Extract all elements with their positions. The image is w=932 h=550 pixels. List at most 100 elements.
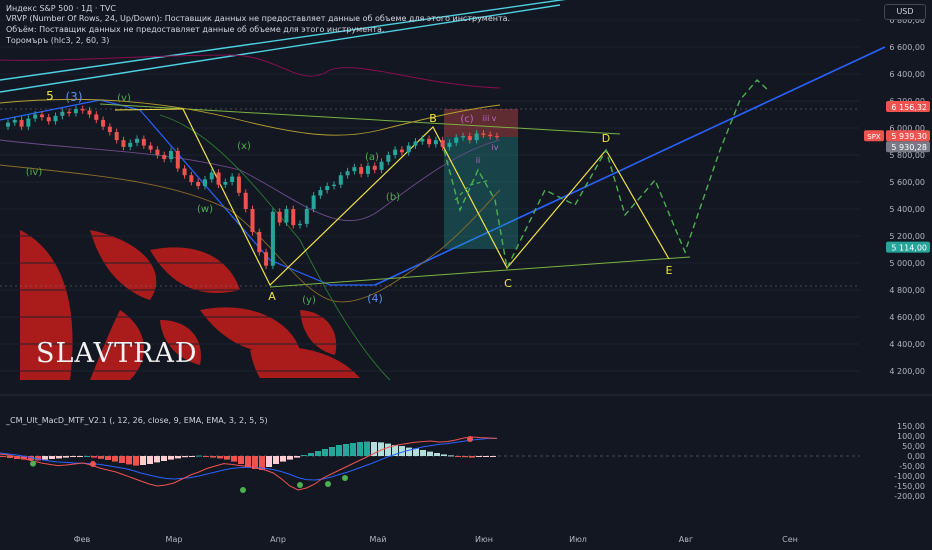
- macd-histogram-bar: [35, 456, 41, 461]
- macd-histogram-bar: [119, 456, 125, 463]
- price-tick-label: 4 800,00: [889, 286, 925, 295]
- macd-tick-label: -50,00: [899, 462, 925, 471]
- macd-histogram-bar: [175, 456, 181, 459]
- candle-body: [209, 172, 214, 180]
- macd-histogram-bar: [259, 456, 265, 470]
- macd-histogram-bar: [231, 456, 237, 462]
- wave-label: v: [492, 114, 497, 123]
- time-tick-label: Авг: [679, 535, 693, 544]
- macd-histogram-bar: [322, 449, 328, 456]
- price-labels: 6 156,32 SPX 5 939,30 5 930,28 5 114,00: [864, 100, 930, 253]
- macd-histogram-bar: [42, 456, 48, 460]
- vrvp-notice: VRVP (Number Of Rows, 24, Up/Down): Пост…: [6, 14, 511, 23]
- wave-label: (a): [365, 152, 379, 163]
- candle-body: [216, 172, 221, 185]
- candle-body: [399, 149, 404, 153]
- candle-body: [447, 142, 452, 147]
- candle-body: [420, 138, 425, 142]
- candle-body: [243, 192, 248, 209]
- projection-path: [443, 78, 769, 271]
- macd-cross-dot: [30, 460, 36, 467]
- candle-body: [318, 190, 323, 196]
- price-tag-label: 6 156,32: [891, 103, 927, 112]
- chart-title: Индекс S&P 500 · 1Д · TVC: [6, 4, 116, 13]
- macd-histogram-bar: [462, 456, 468, 458]
- candle-body: [481, 133, 486, 135]
- macd-histogram-bar: [294, 456, 300, 458]
- candle-body: [433, 140, 438, 145]
- lower-band-curve: [159, 114, 391, 381]
- ornament-logo: [20, 230, 360, 380]
- candle-body: [386, 155, 391, 162]
- candle-body: [26, 118, 31, 127]
- macd-histogram-bar: [210, 456, 216, 458]
- wave-label: (x): [237, 141, 251, 152]
- price-tag-label: 5 930,28: [891, 143, 927, 152]
- candle-body: [141, 138, 146, 146]
- macd-histogram-bar: [56, 456, 62, 459]
- candle-body: [338, 175, 343, 185]
- wave-label: E: [666, 264, 673, 277]
- candle-body: [46, 117, 51, 122]
- wave-label: (c): [460, 114, 473, 125]
- macd-cross-dot: [90, 461, 96, 467]
- candle-body: [304, 209, 309, 224]
- candle-body: [325, 186, 330, 191]
- candle-body: [6, 122, 10, 127]
- time-tick-label: Июн: [475, 535, 493, 544]
- price-tag-symbol: SPX: [867, 133, 881, 141]
- candle-body: [474, 133, 479, 141]
- time-tick-label: Сен: [782, 535, 798, 544]
- time-tick-label: Апр: [270, 535, 286, 544]
- price-tick-label: 4 600,00: [889, 313, 925, 322]
- price-tick-label: 5 000,00: [889, 259, 925, 268]
- macd-histogram-bar: [427, 451, 433, 456]
- abcde-zigzag: [114, 108, 184, 111]
- macd-histogram-bar: [168, 456, 174, 460]
- candle-body: [277, 211, 282, 223]
- macd-histogram-bar: [140, 456, 146, 465]
- macd-histogram-bar: [245, 456, 251, 467]
- candle-body: [223, 182, 228, 185]
- candle-body: [196, 182, 201, 187]
- wave-label: (iv): [26, 167, 43, 178]
- abcde-zigzag: [182, 108, 670, 287]
- currency-button[interactable]: USD: [884, 4, 926, 20]
- macd-histogram-bar: [217, 456, 223, 459]
- candle-body: [365, 165, 370, 174]
- candle-body: [488, 134, 493, 137]
- candle-body: [372, 165, 377, 170]
- candle-body: [80, 109, 85, 111]
- time-axis[interactable]: Фев Мар Апр Май Июн Июл Авг Сен: [74, 535, 798, 544]
- candle-body: [352, 167, 357, 172]
- wave-label: (y): [302, 295, 316, 306]
- macd-histogram-bar: [126, 456, 132, 465]
- candle-body: [454, 137, 459, 143]
- price-tag-bg: [864, 130, 884, 142]
- macd-histogram-bar: [196, 455, 202, 457]
- price-tick-label: 5 800,00: [889, 151, 925, 160]
- candlestick-series: [6, 105, 499, 270]
- lower-wedge-line: [269, 256, 691, 288]
- macd-histogram-bar: [434, 453, 440, 456]
- candle-body: [359, 167, 364, 174]
- macd-histogram-bar: [0, 456, 6, 457]
- macd-histogram-bar: [252, 456, 258, 469]
- macd-histogram-bar: [350, 443, 356, 456]
- price-tick-label: 6 400,00: [889, 70, 925, 79]
- candle-body: [461, 136, 466, 138]
- candle-body: [236, 176, 241, 193]
- macd-histogram-bar: [280, 456, 286, 462]
- brand-watermark: SLAVTRAD: [36, 338, 198, 369]
- macd-histogram-bar: [329, 447, 335, 456]
- macd-histogram-bar: [476, 456, 482, 457]
- candle-body: [189, 175, 194, 182]
- macd-histogram-bar: [357, 442, 363, 456]
- wave-label: A: [268, 290, 276, 303]
- candle-body: [345, 171, 350, 176]
- wave-labels: 5 (3) (v) (iv) (w) (x) A (y) (4) (a) (b) B (c) iii v iv…: [26, 89, 673, 306]
- macd-histogram-bar: [203, 456, 209, 457]
- candle-body: [148, 145, 153, 150]
- projection-path: [454, 179, 491, 201]
